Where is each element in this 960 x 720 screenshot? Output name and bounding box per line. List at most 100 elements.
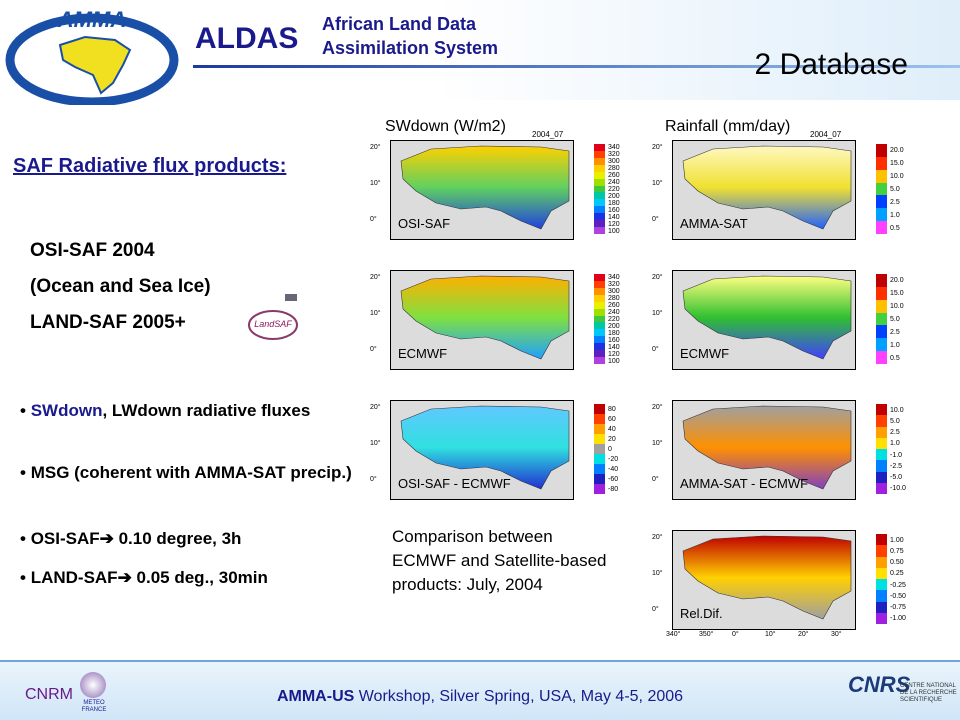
logo-text: LandSAF	[254, 319, 292, 329]
colorbar-label: 320	[608, 281, 620, 289]
colorbar-label: 280	[608, 165, 620, 173]
bullet: • MSG (coherent with AMMA-SAT precip.)	[20, 463, 352, 482]
map-field	[682, 405, 852, 490]
colorbar-swatch	[876, 426, 887, 438]
colorbar-label: 180	[608, 329, 620, 337]
lon-label: 340°	[666, 631, 681, 638]
colorbar-swatch	[876, 449, 887, 461]
colorbar-label: -60	[608, 476, 619, 483]
lat-label: 20°	[370, 274, 381, 281]
column-title: Rainfall (mm/day)	[665, 118, 791, 135]
colorbar-label: 0.75	[890, 547, 904, 555]
colorbar-swatch	[876, 545, 887, 557]
colorbar-label: 20.0	[890, 147, 904, 155]
footer-text: AMMA-US Workshop, Silver Spring, USA, Ma…	[0, 688, 960, 706]
colorbar-label: -0.50	[890, 592, 906, 600]
event-name: AMMA-US	[276, 688, 355, 705]
colorbar-swatch	[876, 208, 887, 222]
colorbar-label: 120	[608, 350, 620, 358]
colorbar-label: 240	[608, 179, 620, 187]
colorbar-label: 1.0	[890, 341, 900, 349]
lat-label: 0°	[652, 476, 659, 483]
colorbar-label: 20	[608, 436, 616, 443]
lat-label: 20°	[652, 534, 663, 541]
product: LAND-SAF 2005+	[30, 312, 186, 333]
colorbar-label: 140	[608, 343, 620, 351]
panel-label: OSI-SAF - ECMWF	[398, 476, 511, 491]
colorbar-swatch	[876, 182, 887, 196]
colorbar-swatch	[876, 221, 887, 234]
lat-label: 0°	[652, 606, 659, 613]
colorbar-label: -1.00	[890, 615, 906, 623]
colorbar-swatch	[594, 274, 605, 281]
colorbar-label: 120	[608, 220, 620, 228]
column-title: SWdown (W/m2)	[385, 118, 506, 135]
colorbar-label: 10.0	[890, 406, 904, 414]
lon-label: 30°	[831, 631, 842, 638]
colorbar-label: 340	[608, 274, 620, 282]
colorbar-swatch	[594, 227, 605, 234]
colorbar-swatch	[876, 299, 887, 313]
colorbar-label: -2.5	[890, 462, 903, 470]
colorbar-swatch	[594, 322, 605, 330]
header-rule	[193, 65, 960, 68]
panel-label: ECMWF	[680, 346, 730, 361]
colorbar-label: 2.5	[890, 429, 900, 437]
cnrs-logo: CNRS	[848, 672, 911, 697]
colorbar-label: 10.0	[890, 303, 904, 311]
colorbar-swatch	[594, 404, 605, 414]
colorbar-swatch	[594, 357, 605, 364]
colorbar-label: 180	[608, 199, 620, 207]
bullet: • LAND-SAF➔ 0.05 deg., 30min	[20, 568, 268, 587]
colorbar-label: 160	[608, 206, 620, 214]
subtitle: Assimilation System	[322, 38, 499, 58]
cnrm: CNRM	[25, 686, 73, 703]
colorbar-swatch	[594, 444, 605, 454]
panel-label: OSI-SAF	[398, 216, 451, 231]
map	[672, 140, 856, 240]
colorbar-swatch	[594, 301, 605, 309]
colorbar-label: 80	[608, 406, 616, 413]
colorbar-swatch	[594, 336, 605, 344]
colorbar-swatch	[594, 414, 605, 424]
colorbar-swatch	[876, 144, 887, 157]
panel-label: ECMWF	[398, 346, 448, 361]
colorbar-swatch	[876, 338, 887, 352]
colorbar-label: 200	[608, 322, 620, 330]
colorbar-swatch	[594, 199, 605, 207]
lat-label: 20°	[652, 274, 663, 281]
lat-label: 20°	[370, 404, 381, 411]
colorbar-label: 240	[608, 309, 620, 317]
landsaf-logo: LandSAF	[248, 294, 298, 340]
comparison-text: Comparison between ECMWF and Satellite-b…	[392, 527, 607, 594]
colorbar-label: 100	[608, 357, 620, 365]
colorbar-label: -80	[608, 486, 619, 493]
colorbar-swatch	[876, 404, 887, 416]
lat-label: 10°	[370, 310, 381, 317]
colorbar-label: 40	[608, 426, 616, 433]
bullet: • SWdown, LWdown radiative fluxes	[20, 401, 311, 420]
lat-label: 10°	[652, 570, 663, 577]
colorbar-swatch	[594, 150, 605, 158]
map	[672, 530, 856, 630]
product: (Ocean and Sea Ice)	[30, 276, 211, 297]
colorbar-swatch	[594, 220, 605, 228]
colorbar-swatch	[594, 280, 605, 288]
panel-label: AMMA-SAT - ECMWF	[680, 476, 809, 491]
cnrs-name: CENTRE NATIONAL DE LA RECHERCHE SCIENTIF…	[900, 683, 957, 703]
map-field	[682, 145, 852, 230]
logo-text: AMMA	[57, 7, 126, 32]
colorbar-label: 0.5	[890, 224, 900, 232]
colorbar-swatch	[594, 287, 605, 295]
colorbar-label: 300	[608, 158, 620, 166]
section-title: 2 Database	[754, 48, 908, 81]
lat-label: 0°	[370, 476, 377, 483]
colorbar-swatch	[876, 437, 887, 449]
colorbar-label: 220	[608, 316, 620, 323]
colorbar-label: 1.00	[890, 536, 904, 544]
lat-label: 0°	[652, 216, 659, 223]
colorbar-label: 2.5	[890, 328, 900, 336]
product: OSI-SAF 2004	[30, 240, 155, 261]
colorbar-label: 0.25	[890, 570, 904, 578]
